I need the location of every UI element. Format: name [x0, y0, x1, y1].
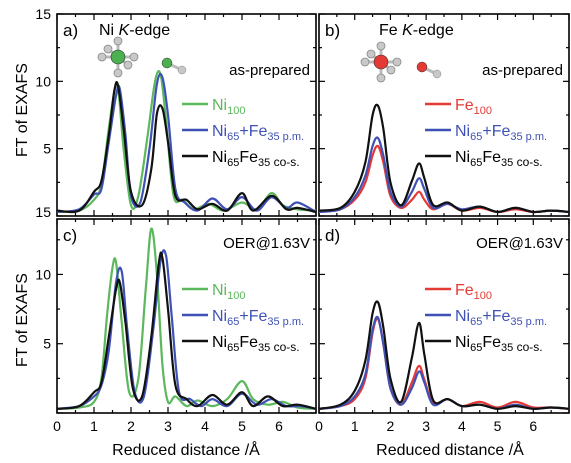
series-line-1	[57, 227, 316, 410]
x-tick-label: 2	[387, 418, 395, 434]
legend-entry: Ni65Fe35 co-s.	[212, 334, 300, 354]
series-line-2	[319, 315, 569, 410]
legend-entry: Ni65+Fe35 p.m.	[212, 308, 304, 328]
series-line-3	[319, 300, 569, 410]
legend-entry: Ni65+Fe35 p.m.	[455, 123, 547, 143]
x-tick-label: 1	[90, 418, 98, 434]
x-tick-label: 4	[458, 418, 466, 434]
molecule-ligand-atom	[366, 49, 376, 59]
molecule-ligand-atom	[376, 41, 386, 51]
legend-entry: Ni100	[212, 97, 245, 117]
molecule-ligand-atom	[392, 57, 402, 67]
series-line-3	[57, 251, 316, 410]
x-tick-label: 1	[351, 418, 359, 434]
edge-label: Fe K-edge	[379, 22, 454, 39]
molecule-ligand-atom	[177, 65, 187, 75]
condition-label: OER@1.63V	[476, 235, 563, 252]
molecule-metal-atom	[373, 54, 389, 70]
legend-entry: Ni100	[212, 282, 245, 302]
series-line-3	[319, 103, 569, 214]
legend-entry: Ni65Fe35 co-s.	[455, 334, 543, 354]
molecule-ligand-atom	[386, 65, 396, 75]
fe-dimer-icon	[416, 61, 442, 79]
condition-label: as-prepared	[482, 62, 563, 79]
y-axis-label-top: FT of EXAFS	[14, 63, 31, 157]
series-line-2	[57, 249, 316, 410]
molecule-metal-atom	[416, 61, 428, 73]
x-tick-label: 5	[494, 418, 502, 434]
y-tick-label: 10	[35, 73, 51, 89]
y-tick-label: 10	[35, 266, 51, 282]
x-tick-label: 5	[238, 418, 246, 434]
panel-b: b) Fe K-edge as-prepared Fe100 Ni65+Fe35 p.m…	[318, 13, 570, 217]
molecule-ligand-atom	[123, 60, 133, 70]
molecule-ligand-atom	[97, 52, 107, 62]
legend-entry: Fe100	[455, 97, 492, 117]
molecule-ligand-atom	[432, 69, 442, 79]
x-tick-label: 6	[529, 418, 537, 434]
molecule-metal-atom	[110, 49, 126, 65]
x-tick-label: 4	[201, 418, 209, 434]
x-tick-label: 3	[164, 418, 172, 434]
molecule-ligand-atom	[113, 68, 123, 78]
plot-frame	[318, 13, 570, 217]
y-axis-label-bottom: FT of EXAFS	[14, 273, 31, 367]
legend-entry: Fe100	[455, 282, 492, 302]
x-axis-label-right: Reduced distance /Å	[376, 440, 524, 459]
panel-letter: d)	[325, 226, 340, 245]
series-line-3	[57, 81, 316, 214]
panel-c: 0 1 2 3 4 5 6 5 10 c) OER@1.63V Ni100 Ni65+Fe35 p.m.…	[35, 218, 317, 434]
y-tick-label: 5	[43, 141, 51, 157]
octahedral-fe-icon	[360, 41, 402, 83]
molecule-ligand-atom	[113, 36, 123, 46]
octahedral-ni-icon	[97, 36, 139, 78]
x-tick-label: 2	[127, 418, 135, 434]
panel-d: 0 1 2 3 4 5 6 d) OER@1.63V Fe100 Ni65+Fe35 p.m. Ni6…	[315, 218, 570, 434]
x-tick-label: 3	[422, 418, 430, 434]
legend-entry: Ni65+Fe35 p.m.	[455, 308, 547, 328]
edge-label: Ni K-edge	[99, 22, 170, 39]
x-tick-label: 0	[53, 418, 61, 434]
molecule-ligand-atom	[360, 57, 370, 67]
condition-label: OER@1.63V	[223, 235, 310, 252]
panel-letter: b)	[325, 21, 340, 40]
legend-entry: Ni65Fe35 co-s.	[212, 149, 300, 169]
panel-a: 15 5 10 15 a) Ni K-edge as-prepared Ni100 Ni65+F…	[35, 6, 317, 220]
y-tick-label: 5	[43, 336, 51, 352]
plot-frame	[56, 13, 317, 217]
x-axis-label-left: Reduced distance /Å	[112, 440, 260, 459]
molecule-metal-atom	[161, 57, 173, 69]
condition-label: as-prepared	[229, 62, 310, 79]
legend-entry: Ni65Fe35 co-s.	[455, 149, 543, 169]
panel-letter: a)	[63, 21, 78, 40]
x-tick-label: 0	[315, 418, 323, 434]
molecule-ligand-atom	[103, 44, 113, 54]
molecule-ligand-atom	[376, 73, 386, 83]
ni-dimer-icon	[161, 57, 187, 75]
legend-entry: Ni65+Fe35 p.m.	[212, 123, 304, 143]
y-tick-label: 15	[35, 6, 51, 22]
molecule-ligand-atom	[129, 52, 139, 62]
y-tick-label: 15	[35, 204, 51, 220]
panel-letter: c)	[63, 226, 77, 245]
x-tick-label: 6	[275, 418, 283, 434]
series-line-2	[319, 136, 569, 214]
